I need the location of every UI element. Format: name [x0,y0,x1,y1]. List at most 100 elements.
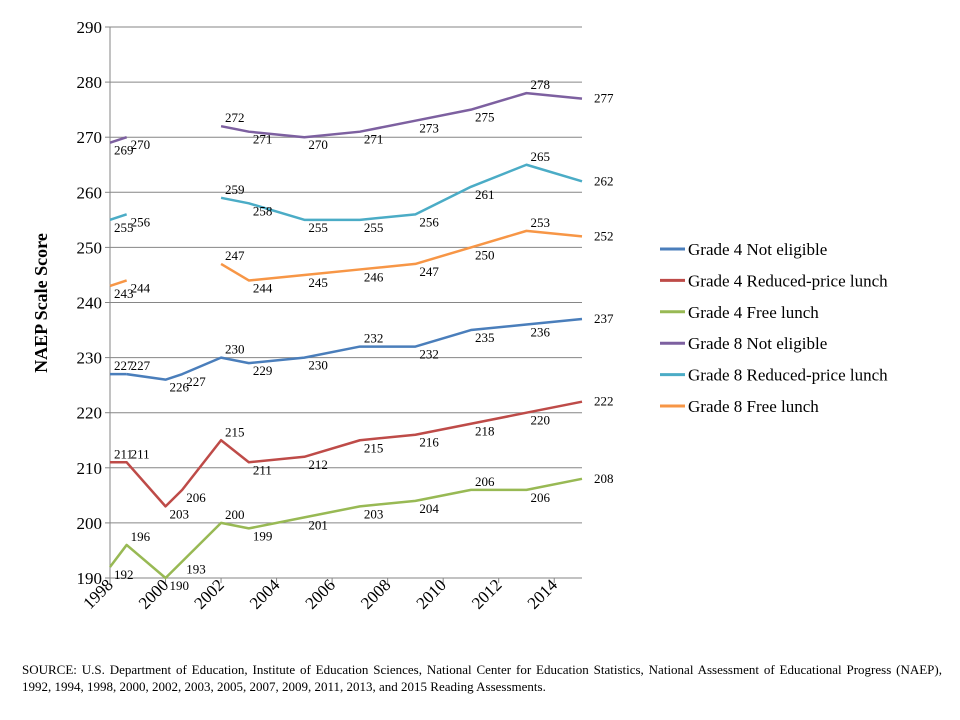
data-label: 206 [186,490,206,505]
data-label: 227 [131,358,151,373]
data-label: 255 [308,220,328,235]
data-label: 244 [131,280,151,295]
y-tick-label: 270 [77,128,103,147]
chart-legend: Grade 4 Not eligible Grade 4 Reduced-pric… [660,240,888,416]
y-tick-label: 240 [77,294,103,313]
legend-entry: Grade 8 Reduced-price lunch [688,366,888,385]
y-tick-label: 220 [77,404,103,423]
data-label: 222 [594,394,614,409]
data-label: 256 [419,214,439,229]
data-label: 230 [308,358,328,373]
data-label: 271 [253,132,273,147]
data-label: 208 [594,471,614,486]
y-tick-label: 280 [77,73,103,92]
x-tick-label: 2000 [135,575,172,612]
data-label: 245 [308,275,328,290]
data-label: 206 [530,490,550,505]
data-label: 227 [186,374,206,389]
series-line [110,400,583,508]
data-label: 278 [530,77,550,92]
y-tick-label: 260 [77,183,103,202]
data-label: 190 [170,578,190,593]
legend-entry: Grade 4 Reduced-price lunch [688,271,888,290]
legend-entry: Grade 8 Not eligible [688,334,827,353]
data-label: 206 [475,474,495,489]
data-label: 277 [594,91,614,106]
data-label: 203 [364,506,384,521]
data-label: 203 [170,506,190,521]
series-line [109,477,583,580]
x-tick-label: 2008 [357,575,394,612]
series-line [220,163,583,222]
series-lines [109,91,583,580]
series-line [109,136,128,144]
data-label: 211 [114,446,133,461]
legend-entry: Grade 4 Free lunch [688,303,819,322]
data-label: 196 [131,529,151,544]
x-tick-label: 2002 [190,575,227,612]
data-label: 226 [170,380,190,395]
y-tick-label: 230 [77,349,103,368]
chart-gridlines [110,26,582,524]
x-tick-label: 2004 [246,575,284,613]
series-line [220,229,583,282]
data-label: 218 [475,424,495,439]
x-axis-ticks: 1998 2000 2002 2004 2006 2008 2010 2012 2014 [79,575,561,613]
data-label: 201 [308,517,328,532]
y-axis-label: NAEP Scale Score [31,233,51,373]
data-label: 246 [364,269,384,284]
data-label: 265 [530,149,550,164]
data-label: 259 [225,182,245,197]
series-line [109,279,128,288]
data-label: 272 [225,110,245,125]
data-label: 232 [419,347,439,362]
data-label: 243 [114,286,134,301]
data-label: 269 [114,143,134,158]
data-label: 229 [253,363,273,378]
data-label: 258 [253,203,273,218]
data-label: 230 [225,342,245,357]
data-label: 237 [594,311,614,326]
legend-entry: Grade 8 Free lunch [688,397,819,416]
legend-entry: Grade 4 Not eligible [688,240,827,259]
data-label: 255 [364,220,384,235]
data-label: 250 [475,247,495,262]
data-label: 255 [114,220,134,235]
data-label: 193 [186,561,206,576]
data-label: 227 [114,358,134,373]
data-label: 220 [530,413,550,428]
data-label: 215 [225,424,245,439]
data-label: 256 [131,214,151,229]
data-label: 273 [419,121,439,136]
data-label: 270 [131,137,151,152]
data-label: 262 [594,173,614,188]
data-label: 211 [131,446,150,461]
x-tick-label: 2012 [468,575,505,612]
x-tick-label: 2006 [301,575,338,612]
y-tick-label: 250 [77,238,103,257]
series-line [126,317,583,381]
y-tick-label: 210 [77,459,103,478]
y-axis-ticks: 190 200 210 220 230 240 250 260 270 280 290 [77,18,110,588]
data-label: 200 [225,507,245,522]
y-tick-label: 190 [77,569,103,588]
y-tick-label: 290 [77,18,103,37]
data-label: 235 [475,330,495,345]
data-label: 261 [475,187,495,202]
data-label: 275 [475,110,495,125]
data-label: 271 [364,132,384,147]
data-label: 247 [225,248,245,263]
data-label: 232 [364,331,384,346]
data-label: 247 [419,264,439,279]
data-label: 216 [419,435,439,450]
data-label: 236 [530,325,550,340]
x-tick-label: 2014 [524,575,562,613]
data-label: 252 [594,228,614,243]
data-label: 199 [253,528,273,543]
y-tick-label: 200 [77,514,103,533]
data-label: 204 [419,501,439,516]
data-label: 192 [114,567,134,582]
data-label: 253 [530,215,550,230]
